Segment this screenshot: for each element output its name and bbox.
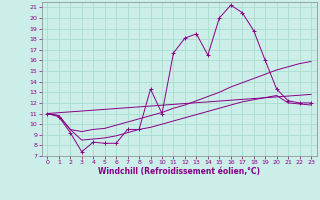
X-axis label: Windchill (Refroidissement éolien,°C): Windchill (Refroidissement éolien,°C) (98, 167, 260, 176)
